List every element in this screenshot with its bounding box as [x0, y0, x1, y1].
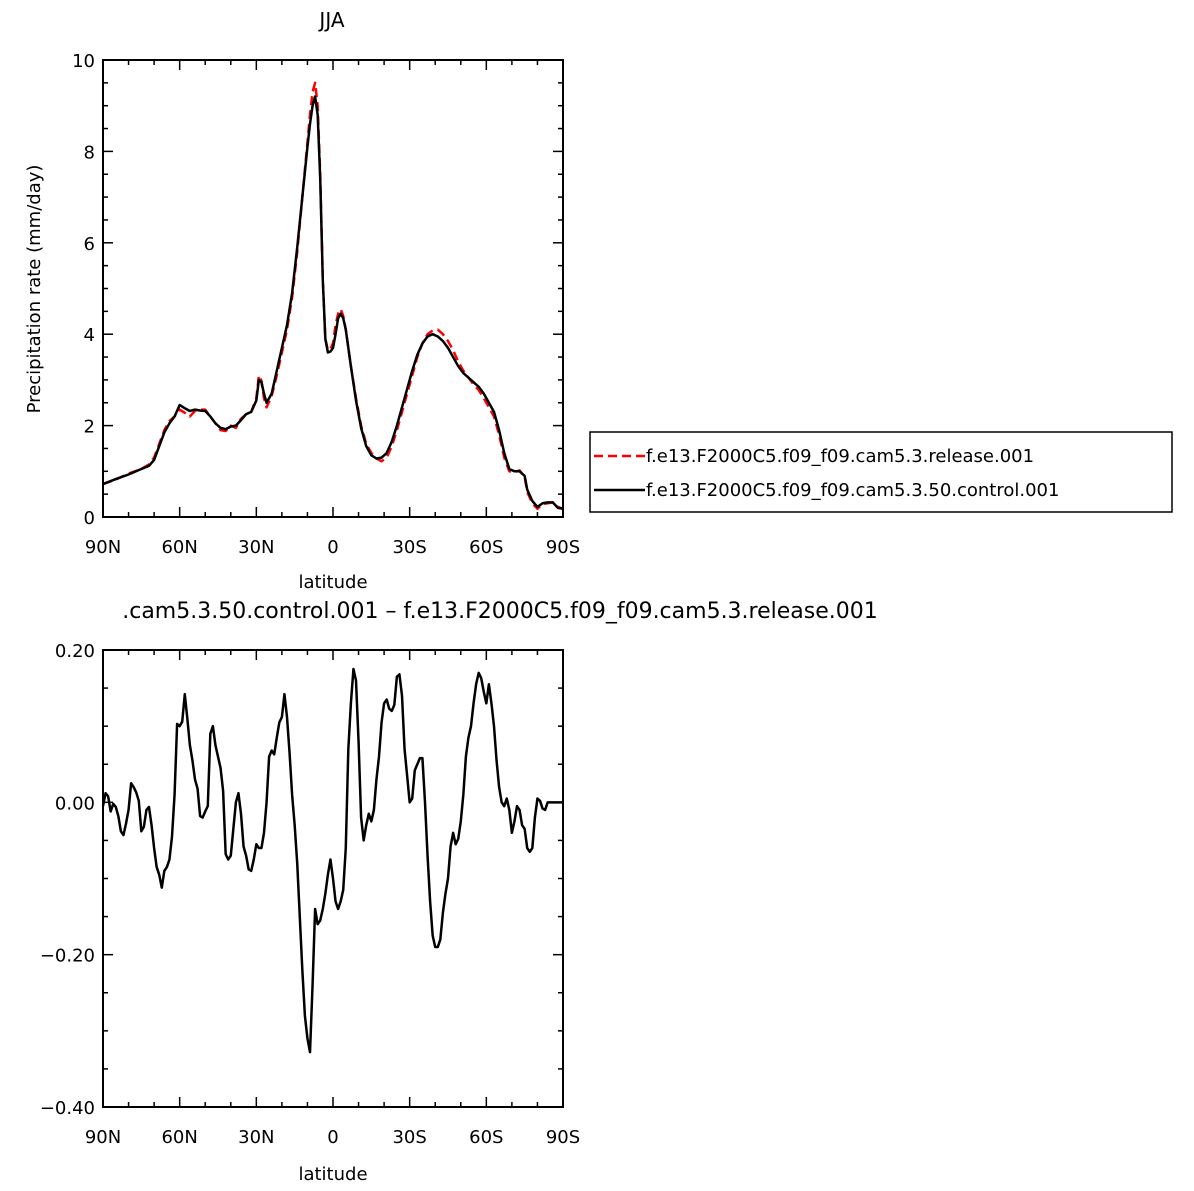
series-line-0-0: [102, 81, 564, 511]
series-line-1-0: [101, 667, 563, 1054]
legend-label-release: f.e13.F2000C5.f09_f09.cam5.3.release.001: [646, 446, 1034, 467]
y-tick-label: 0.00: [55, 793, 95, 814]
y-tick-label: −0.20: [40, 946, 95, 967]
top-axes: 90N 60N 30N 0 30S 60S 90S 0 2 4 6 8 10: [72, 51, 580, 558]
panel-top-title: JJA: [317, 8, 344, 32]
difference-panel: .cam5.3.50.control.001 – f.e13.F2000C5.f…: [40, 599, 878, 1185]
x-tick-label: 90N: [85, 1127, 121, 1148]
bottom-axes: 90N 60N 30N 0 30S 60S 90S −0.40 −0.20 0.00 0.20: [40, 641, 580, 1148]
y-tick-label: −0.40: [40, 1098, 95, 1119]
legend-box: [589, 431, 1173, 513]
x-tick-label: 60S: [469, 537, 503, 558]
top-plot-frame: [102, 59, 564, 518]
x-tick-label: 90N: [85, 537, 121, 558]
y-tick-label: 0: [84, 508, 95, 529]
legend: f.e13.F2000C5.f09_f09.cam5.3.release.001…: [589, 431, 1173, 513]
top-series: [102, 81, 564, 511]
x-tick-label: 90S: [546, 537, 580, 558]
bottom-x-label: latitude: [298, 1164, 367, 1185]
bottom-series: [101, 667, 563, 1054]
top-x-label: latitude: [298, 572, 367, 593]
x-tick-label: 30S: [392, 1127, 426, 1148]
x-tick-label: 30S: [392, 537, 426, 558]
panel-bottom-title: .cam5.3.50.control.001 – f.e13.F2000C5.f…: [122, 599, 878, 624]
y-tick-label: 2: [84, 417, 95, 438]
x-tick-label: 0: [327, 1127, 338, 1148]
bottom-plot-frame: [102, 649, 564, 1108]
y-tick-label: 0.20: [55, 641, 95, 662]
x-tick-label: 60N: [161, 1127, 197, 1148]
x-tick-label: 30N: [238, 537, 274, 558]
x-tick-label: 60N: [161, 537, 197, 558]
y-tick-label: 8: [84, 142, 95, 163]
y-tick-label: 10: [72, 51, 95, 72]
y-tick-label: 4: [84, 325, 95, 346]
x-tick-label: 0: [327, 537, 338, 558]
x-tick-label: 30N: [238, 1127, 274, 1148]
top-y-label: Precipitation rate (mm/day): [24, 165, 45, 414]
series-line-0-1: [102, 95, 564, 511]
x-tick-label: 60S: [469, 1127, 503, 1148]
y-tick-label: 6: [84, 234, 95, 255]
x-tick-label: 90S: [546, 1127, 580, 1148]
legend-label-control: f.e13.F2000C5.f09_f09.cam5.3.50.control.…: [646, 480, 1059, 501]
